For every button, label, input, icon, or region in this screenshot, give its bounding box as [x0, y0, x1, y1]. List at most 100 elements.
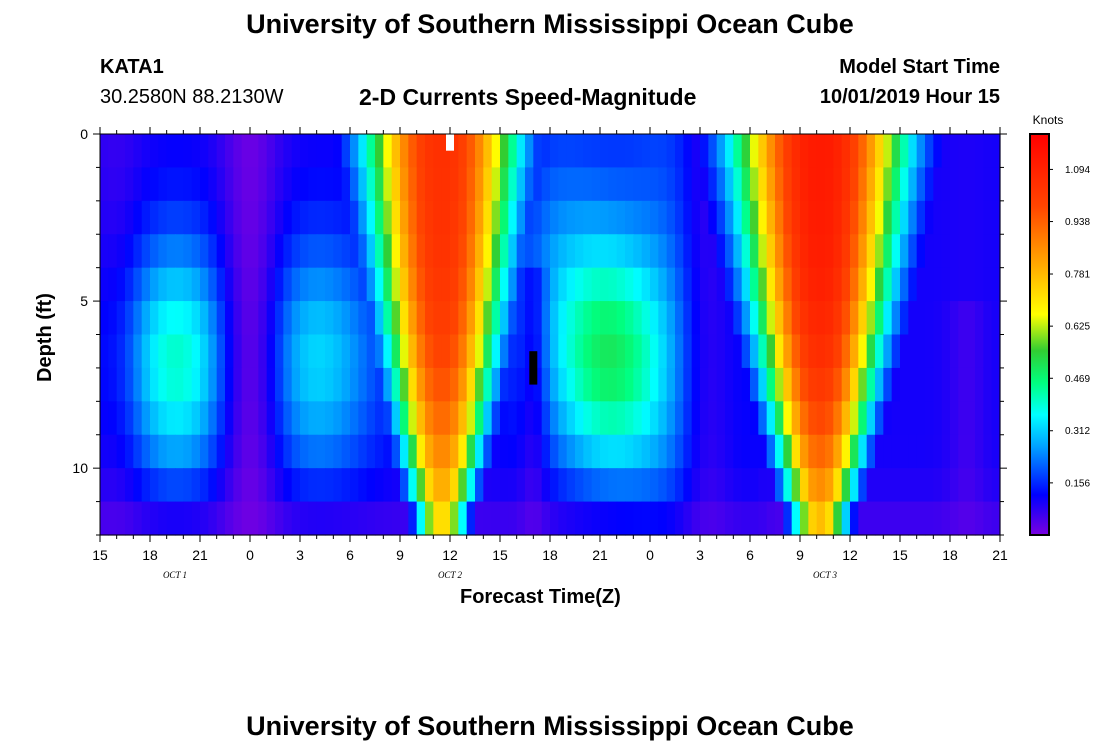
- heatmap-cell: [966, 301, 976, 336]
- heatmap-cell: [283, 501, 293, 536]
- heatmap-cell: [700, 167, 709, 202]
- heatmap-cell: [983, 401, 993, 436]
- heatmap-cell: [500, 501, 509, 536]
- heatmap-cell: [700, 234, 709, 269]
- heatmap-cell: [441, 134, 451, 169]
- heatmap-cell: [958, 434, 968, 469]
- heatmap-cell: [266, 401, 276, 436]
- heatmap-cell: [558, 468, 568, 503]
- heatmap-cell: [591, 334, 601, 369]
- heatmap-cell: [625, 434, 634, 469]
- heatmap-cell: [558, 367, 568, 402]
- heatmap-cell: [358, 234, 368, 269]
- heatmap-cell: [891, 301, 901, 336]
- heatmap-cell: [125, 301, 134, 336]
- heatmap-cell: [708, 301, 718, 336]
- heatmap-cell: [233, 267, 243, 302]
- heatmap-cell: [916, 267, 926, 302]
- heatmap-cell: [533, 468, 543, 503]
- heatmap-cell: [883, 468, 893, 503]
- heatmap-cell: [941, 200, 951, 235]
- heatmap-cell: [516, 200, 526, 235]
- heatmap-cell: [408, 234, 418, 269]
- heatmap-cell: [550, 134, 559, 169]
- heatmap-cell: [425, 434, 434, 469]
- heatmap-cell: [433, 167, 443, 202]
- heatmap-cell: [800, 367, 809, 402]
- heatmap-cell: [333, 200, 343, 235]
- heatmap-cell: [166, 134, 176, 169]
- heatmap-cell: [233, 401, 243, 436]
- heatmap-cell: [258, 267, 268, 302]
- heatmap-cell: [400, 434, 409, 469]
- heatmap-cell: [591, 234, 601, 269]
- heatmap-cell: [708, 367, 718, 402]
- heatmap-cell: [791, 401, 801, 436]
- heatmap-cell: [583, 301, 593, 336]
- heatmap-cell: [783, 367, 793, 402]
- heatmap-cell: [675, 434, 684, 469]
- heatmap-cell: [458, 334, 468, 369]
- heatmap-cell: [308, 434, 318, 469]
- heatmap-cell: [800, 501, 809, 536]
- heatmap-cell: [708, 200, 718, 235]
- heatmap-cell: [475, 134, 484, 169]
- heatmap-cell: [808, 367, 818, 402]
- heatmap-cell: [316, 501, 326, 536]
- heatmap-cell: [316, 367, 326, 402]
- heatmap-cell: [875, 301, 884, 336]
- heatmap-cell: [166, 434, 176, 469]
- heatmap-cell: [283, 401, 293, 436]
- heatmap-cell: [450, 434, 459, 469]
- heatmap-cell: [133, 234, 143, 269]
- heatmap-cell: [825, 367, 834, 402]
- heatmap-cell: [183, 501, 193, 536]
- heatmap-cell: [683, 468, 693, 503]
- heatmap-cell: [200, 301, 209, 336]
- heatmap-cell: [608, 167, 618, 202]
- heatmap-cell: [858, 367, 868, 402]
- heatmap-cell: [308, 401, 318, 436]
- heatmap-cell: [500, 401, 509, 436]
- heatmap-cell: [100, 468, 109, 503]
- heatmap-cell: [733, 234, 743, 269]
- heatmap-cell: [350, 334, 359, 369]
- heatmap-cell: [791, 367, 801, 402]
- heatmap-cell: [783, 434, 793, 469]
- heatmap-cell: [500, 367, 509, 402]
- heatmap-cell: [733, 401, 743, 436]
- x-tick-label: 15: [92, 547, 108, 563]
- heatmap-cell: [200, 468, 209, 503]
- heatmap-cell: [558, 434, 568, 469]
- heatmap-cell: [866, 167, 876, 202]
- heatmap-cell: [483, 468, 493, 503]
- heatmap-cell: [841, 301, 851, 336]
- heatmap-cell: [108, 401, 118, 436]
- heatmap-cell: [641, 501, 651, 536]
- heatmap-cell: [616, 301, 626, 336]
- heatmap-cell: [566, 267, 576, 302]
- heatmap-cell: [716, 167, 726, 202]
- heatmap-cell: [875, 267, 884, 302]
- heatmap-cell: [741, 401, 751, 436]
- heatmap-cell: [841, 134, 851, 169]
- heatmap-cell: [916, 434, 926, 469]
- heatmap-cell: [583, 468, 593, 503]
- heatmap-cell: [391, 134, 401, 169]
- heatmap-cell: [733, 134, 743, 169]
- heatmap-cell: [841, 334, 851, 369]
- heatmap-cell: [525, 468, 534, 503]
- heatmap-cell: [116, 200, 126, 235]
- heatmap-cell: [550, 200, 559, 235]
- heatmap-cell: [925, 301, 934, 336]
- heatmap-cell: [341, 367, 351, 402]
- heatmap-cell: [483, 134, 493, 169]
- heatmap-cell: [808, 334, 818, 369]
- heatmap-cell: [891, 501, 901, 536]
- heatmap-cell: [841, 367, 851, 402]
- heatmap-cell: [391, 167, 401, 202]
- heatmap-cell: [950, 267, 959, 302]
- colorbar-label: 1.094: [1065, 165, 1090, 176]
- heatmap-cell: [300, 200, 309, 235]
- heatmap-cell: [925, 134, 934, 169]
